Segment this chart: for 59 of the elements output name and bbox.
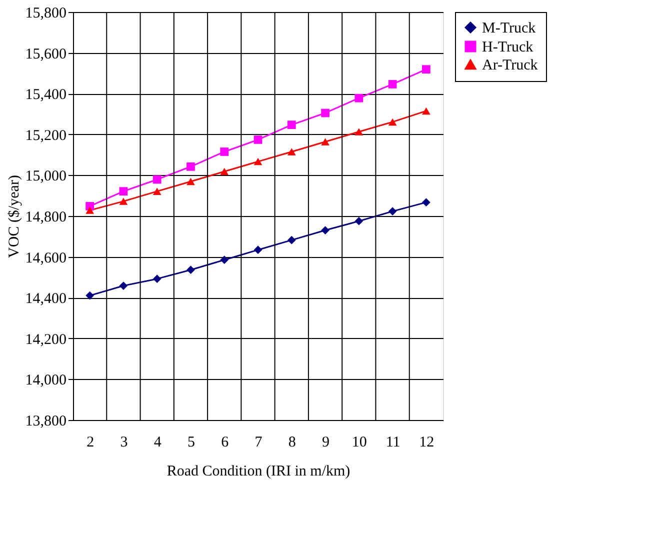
x-tick-label: 11: [386, 434, 400, 450]
y-tick-label: 14,000: [25, 372, 66, 389]
point: [354, 94, 364, 102]
point: [388, 118, 397, 126]
y-tick-label: 15,400: [25, 87, 66, 104]
x-axis-title: Road Condition (IRI in m/km): [166, 464, 350, 480]
point: [152, 188, 162, 195]
point: [220, 168, 229, 176]
x-tick-label: 4: [154, 434, 162, 450]
x-tick-label: 2: [86, 434, 94, 450]
point: [186, 162, 195, 171]
point: [220, 148, 229, 156]
x-tick-label: 10: [352, 434, 367, 450]
point: [86, 206, 94, 214]
point: [422, 107, 430, 115]
point: [321, 226, 330, 234]
y-tick-label: 14,200: [25, 332, 66, 348]
point: [388, 80, 397, 88]
y-tick-label: 14,400: [25, 291, 66, 308]
y-tick-label: 15,200: [25, 128, 66, 144]
x-tick-label: 3: [120, 434, 128, 450]
point: [287, 148, 296, 156]
y-tick-label: 13,800: [25, 414, 66, 430]
point: [186, 266, 195, 274]
x-tick-label: 7: [254, 434, 263, 450]
x-tick-label: 6: [221, 434, 230, 450]
point: [254, 136, 262, 144]
point: [220, 256, 229, 264]
legend-label: H-Truck: [482, 40, 534, 56]
point: [321, 138, 330, 146]
x-tick-label: 5: [187, 434, 195, 450]
y-tick-label: 15,000: [25, 168, 66, 185]
point: [388, 207, 397, 216]
point: [186, 178, 195, 186]
y-tick-label: 15,600: [25, 46, 66, 62]
point: [422, 65, 430, 74]
y-tick-label: 14,600: [25, 250, 66, 266]
y-axis-title: VOC ($/year): [6, 175, 22, 258]
point: [152, 274, 162, 284]
legend-label: Ar-Truck: [482, 58, 538, 74]
x-tick-label: 8: [288, 434, 296, 450]
legend-label: M-Truck: [482, 20, 536, 36]
point: [287, 236, 296, 244]
x-tick-label: 12: [419, 434, 434, 450]
point: [86, 291, 94, 300]
point: [354, 128, 364, 136]
y-tick-label: 14,800: [25, 210, 66, 226]
x-tick-label: 9: [322, 434, 330, 450]
point: [354, 216, 364, 226]
point: [422, 198, 430, 207]
point: [254, 158, 262, 166]
point: [152, 175, 162, 184]
point: [321, 108, 330, 118]
point: [287, 120, 296, 129]
point: [254, 246, 262, 254]
point: [119, 198, 128, 205]
y-tick-label: 15,800: [25, 6, 66, 22]
point: [119, 282, 128, 290]
point: [119, 187, 128, 196]
